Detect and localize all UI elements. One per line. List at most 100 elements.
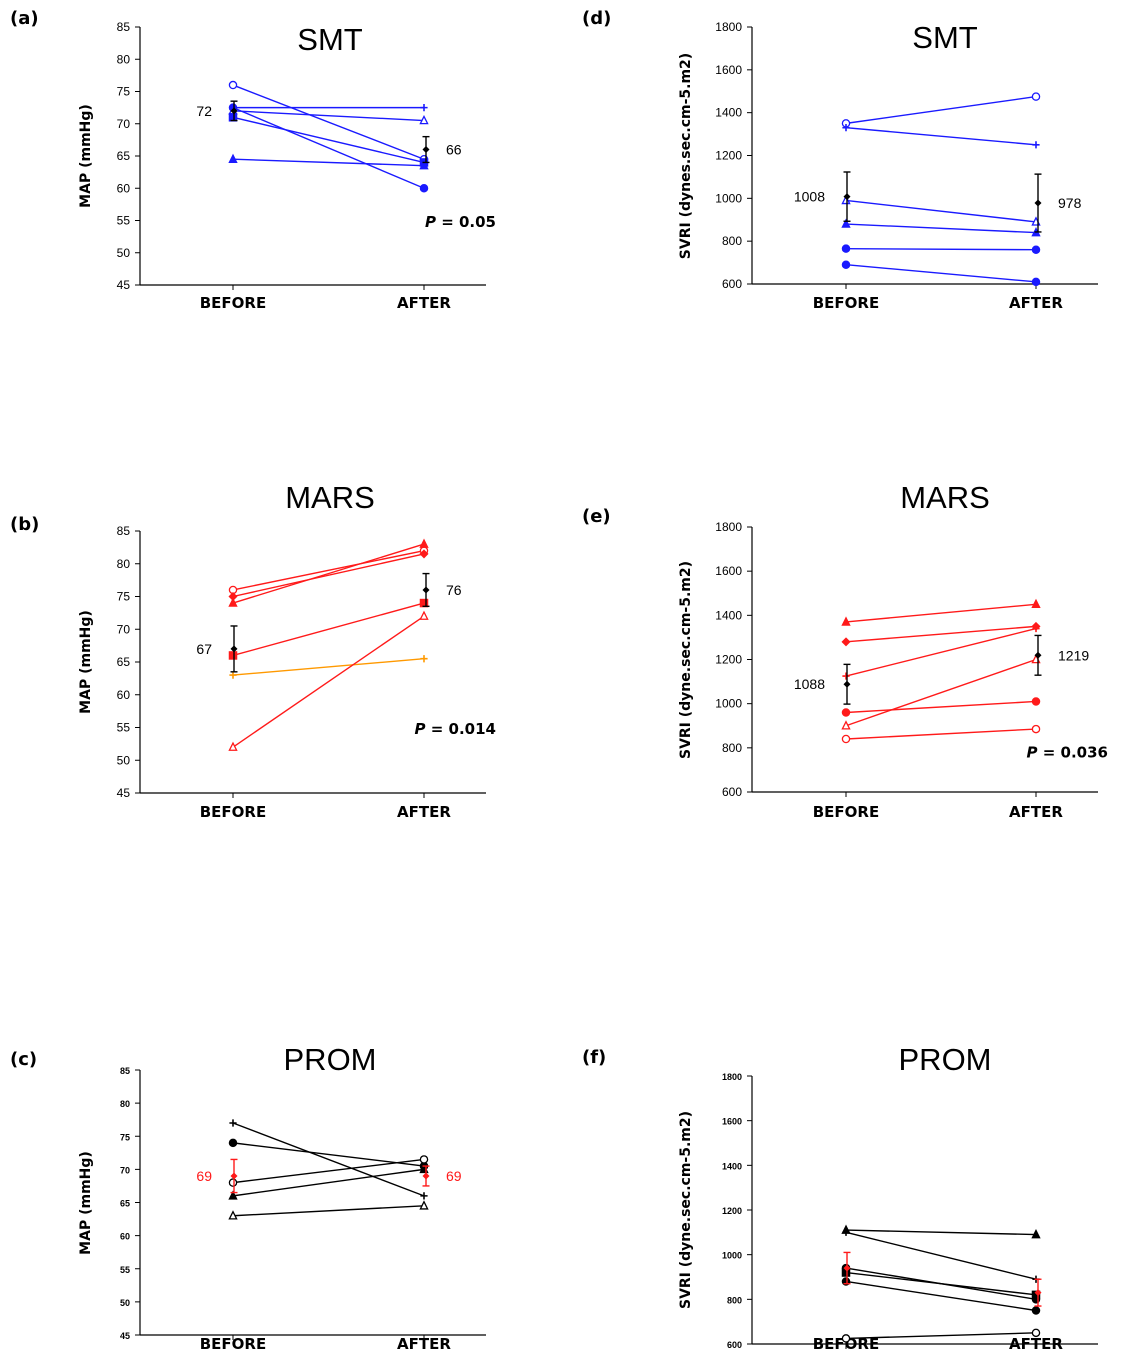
x-tick-label: BEFORE: [813, 294, 879, 312]
data-point: [419, 549, 429, 559]
series-1: [841, 598, 1041, 626]
series-1: [229, 1119, 428, 1200]
y-tick-label: 70: [117, 622, 131, 636]
data-point: [228, 651, 238, 660]
data-point: [1031, 1229, 1041, 1239]
mean-point: [843, 680, 851, 688]
chart-title: MARS: [900, 480, 990, 515]
data-point: [1031, 724, 1041, 734]
y-tick-label: 1800: [722, 1072, 742, 1082]
series-line: [232, 553, 425, 598]
series-line: [845, 1271, 1037, 1296]
y-tick-label: 1400: [715, 106, 742, 120]
series-line: [232, 116, 425, 164]
y-tick-label: 65: [117, 149, 131, 163]
y-axis-label: SVRI (dyne.sec.cm-5.m2): [678, 561, 694, 759]
y-tick-label: 65: [120, 1199, 130, 1209]
panel-f: (f) PROM SVRI (dyne.sec.cm-5.m2) 600 800 1000…: [582, 1042, 1098, 1353]
series-line: [232, 1122, 425, 1197]
mean-series: 1008 978: [794, 171, 1082, 233]
series-line: [845, 126, 1037, 146]
series-line: [845, 223, 1037, 234]
series-1: [228, 80, 429, 164]
data-point: [841, 637, 851, 647]
data-point: [841, 1334, 851, 1343]
series-line: [232, 158, 425, 167]
series-5: [229, 655, 428, 679]
mean-point: [1034, 199, 1042, 207]
data-point: [228, 153, 238, 163]
series-6: [841, 724, 1041, 744]
series-3: [228, 1155, 429, 1187]
y-tick-label: 1400: [722, 1161, 742, 1171]
x-tick-label: BEFORE: [200, 803, 266, 821]
y-tick-label: 60: [117, 181, 131, 195]
series-line: [232, 543, 425, 604]
mean-point: [422, 1172, 430, 1180]
data-point: [842, 672, 850, 680]
mean-label: 69: [446, 1168, 462, 1184]
mean-series: 67 76: [196, 572, 462, 673]
mean-label: 72: [196, 103, 212, 119]
y-tick-label: 800: [722, 234, 742, 248]
x-tick-label: AFTER: [397, 1335, 451, 1353]
data-point: [841, 720, 851, 730]
series-6: [841, 1328, 1041, 1343]
y-tick-label: 80: [120, 1099, 130, 1109]
series-5: [841, 653, 1041, 730]
series-4: [228, 103, 429, 193]
series-line: [845, 1229, 1037, 1236]
series-line: [845, 199, 1037, 223]
series-line: [232, 1158, 425, 1184]
panel-label: (e): [582, 506, 611, 527]
data-point: [841, 260, 851, 269]
series-line: [232, 1205, 425, 1217]
mean-label: 978: [1058, 195, 1082, 211]
data-point: [419, 1155, 429, 1164]
panel-a: (a) SMT MAP (mmHg) 45 50 55 60 65 70 75 80 85 BEFORE…: [10, 8, 496, 312]
data-point: [1032, 624, 1040, 633]
chart-title: MARS: [285, 480, 375, 515]
y-tick-label: 1000: [722, 1251, 742, 1261]
data-point: [841, 708, 851, 717]
data-point: [419, 183, 429, 193]
y-tick-label: 1600: [715, 564, 742, 578]
panel-e: (e) MARS SVRI (dyne.sec.cm-5.m2) 600 800 1000…: [582, 480, 1108, 821]
series-line: [232, 110, 425, 122]
data-point: [228, 1178, 238, 1187]
data-point: [420, 104, 428, 112]
y-axis-label: MAP (mmHg): [78, 1151, 94, 1255]
data-point: [419, 160, 429, 170]
mean-point: [1034, 651, 1042, 659]
series-1: [228, 546, 429, 595]
mean-point: [422, 586, 430, 594]
mean-label: 1008: [794, 189, 825, 205]
panel-b: (b) MARS MAP (mmHg) 45 50 55 60 65 70 75 80 85 BEFOR…: [10, 480, 496, 821]
mean-label: 1219: [1058, 647, 1089, 663]
data-point: [1031, 1306, 1041, 1315]
data-point: [842, 124, 850, 132]
mean-label: 67: [196, 641, 212, 657]
mean-label: 69: [196, 1168, 212, 1184]
data-point: [228, 741, 238, 751]
data-point: [842, 1228, 850, 1236]
series-line: [232, 1142, 425, 1167]
series-4: [841, 697, 1041, 717]
y-tick-label: 1000: [715, 697, 742, 711]
data-point: [841, 734, 851, 744]
series-line: [845, 264, 1037, 283]
y-tick-label: 60: [120, 1232, 130, 1242]
data-point: [228, 1190, 238, 1200]
x-tick-label: AFTER: [397, 294, 451, 312]
panel-label: (a): [10, 8, 39, 29]
x-tick-label: BEFORE: [200, 294, 266, 312]
y-tick-label: 85: [120, 1066, 130, 1076]
y-tick-label: 85: [117, 524, 131, 538]
mean-point: [422, 146, 430, 154]
mean-point: [230, 645, 238, 653]
y-tick-label: 800: [727, 1295, 742, 1305]
mean-label: 1088: [794, 676, 825, 692]
data-point: [1031, 245, 1041, 254]
y-tick-label: 75: [117, 85, 131, 99]
